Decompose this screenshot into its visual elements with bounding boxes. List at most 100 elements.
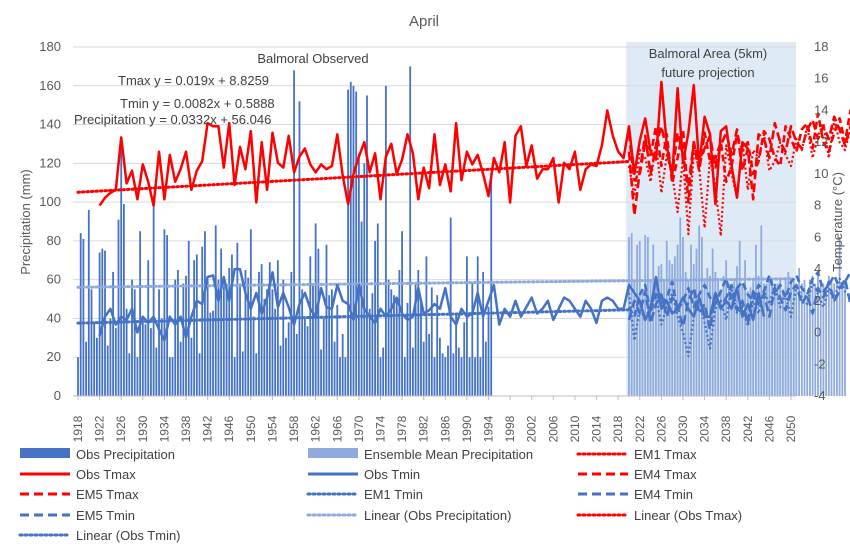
- obs-precipitation-bar: [82, 238, 85, 396]
- ensemble-precipitation-bar: [690, 244, 692, 396]
- ensemble-precipitation-bar: [795, 287, 798, 396]
- y-tick-label: 140: [39, 117, 61, 132]
- x-tick-label: 1954: [265, 415, 279, 442]
- obs-precipitation-bar: [476, 256, 479, 396]
- x-tick-label: 1922: [93, 415, 107, 442]
- obs-precipitation-bar: [363, 163, 366, 396]
- obs-precipitation-bar: [463, 322, 466, 396]
- obs-precipitation-bar: [174, 279, 177, 396]
- ensemble-precipitation-bar: [787, 271, 790, 396]
- legend-label: EM1 Tmax: [634, 447, 697, 462]
- y2-tick-label: 8: [814, 198, 821, 213]
- equation-tmax: Tmax y = 0.019x + 8.8259: [118, 73, 269, 88]
- obs-tmax-line: [98, 80, 749, 207]
- obs-precipitation-bar: [441, 353, 444, 396]
- ensemble-precipitation-bar: [763, 283, 765, 396]
- x-tick-label: 2010: [568, 415, 582, 442]
- obs-precipitation-bar: [436, 295, 439, 396]
- ensemble-precipitation-bar: [727, 283, 730, 396]
- obs-precipitation-bar: [260, 264, 263, 396]
- x-axis-ticks: 1918 1922 1926 1930 1934 1938 1942 1946 1950 1954…: [71, 396, 798, 442]
- ensemble-precipitation-bar: [836, 279, 838, 396]
- obs-precipitation-bar: [452, 353, 455, 396]
- ensemble-precipitation-bar: [660, 264, 663, 396]
- obs-precipitation-bar: [160, 318, 163, 396]
- ensemble-precipitation-bar: [790, 283, 792, 396]
- y-tick-label: 60: [47, 272, 61, 287]
- obs-precipitation-bar: [182, 283, 185, 396]
- obs-precipitation-bar: [393, 295, 395, 396]
- legend-label: EM4 Tmin: [634, 487, 693, 502]
- obs-precipitation-bar: [344, 357, 347, 396]
- ensemble-precipitation-bar: [765, 283, 768, 396]
- obs-precipitation-bar: [274, 308, 277, 396]
- x-tick-label: 2050: [784, 415, 798, 442]
- ensemble-precipitation-bar: [844, 279, 846, 396]
- obs-precipitation-bar: [447, 345, 449, 396]
- obs-precipitation-bar: [152, 196, 155, 396]
- obs-precipitation-bar: [98, 252, 101, 396]
- obs-precipitation-bar: [139, 231, 142, 396]
- obs-precipitation-bar: [241, 351, 244, 396]
- ensemble-precipitation-bar: [676, 244, 679, 396]
- ensemble-precipitation-bar: [719, 289, 722, 396]
- obs-precipitation-bar: [490, 173, 493, 396]
- legend-label: Linear (Obs Tmin): [76, 528, 181, 543]
- ensemble-precipitation-bar: [730, 291, 733, 396]
- ensemble-precipitation-bar: [814, 283, 817, 396]
- obs-precipitation-bar: [133, 289, 136, 396]
- obs-precipitation-bar: [403, 357, 406, 396]
- ensemble-precipitation-bar: [641, 289, 644, 396]
- x-tick-label: 2042: [741, 415, 755, 442]
- obs-precipitation-bar: [366, 95, 368, 396]
- obs-precipitation-bar: [268, 262, 271, 396]
- y2-tick-label: 0: [814, 325, 821, 340]
- y-tick-label: 20: [47, 349, 61, 364]
- obs-precipitation-bar: [374, 240, 376, 396]
- obs-precipitation-bar: [449, 217, 452, 396]
- x-tick-label: 1986: [438, 415, 452, 442]
- obs-precipitation-bar: [120, 145, 123, 396]
- ensemble-precipitation-bar: [825, 287, 828, 396]
- ensemble-precipitation-bar: [827, 275, 830, 396]
- obs-precipitation-bar: [471, 283, 474, 396]
- obs-precipitation-bar: [271, 289, 274, 396]
- obs-precipitation-bar: [382, 347, 385, 396]
- ensemble-precipitation-bar: [746, 291, 749, 396]
- obs-precipitation-bar: [425, 256, 428, 396]
- obs-precipitation-bar: [314, 223, 317, 396]
- obs-precipitation-bar: [222, 281, 225, 396]
- obs-precipitation-bar: [247, 277, 250, 396]
- equation-tmin: Tmin y = 0.0082x + 0.5888: [120, 96, 275, 111]
- x-tick-label: 1974: [373, 415, 387, 442]
- obs-precipitation-bar: [420, 302, 422, 396]
- x-tick-label: 1958: [287, 415, 301, 442]
- obs-precipitation-bar: [252, 316, 255, 396]
- ensemble-precipitation-bar: [768, 279, 771, 396]
- obs-precipitation-bar: [195, 254, 198, 396]
- obs-precipitation-bar: [487, 306, 490, 396]
- ensemble-precipitation-bar: [800, 283, 803, 396]
- obs-precipitation-bar: [360, 221, 363, 396]
- obs-precipitation-bar: [390, 289, 393, 396]
- obs-precipitation-bar: [106, 345, 109, 396]
- y2-tick-label: 4: [814, 261, 821, 276]
- legend-swatch: [308, 448, 358, 458]
- x-tick-label: 1990: [460, 415, 474, 442]
- obs-precipitation-bar: [298, 101, 301, 397]
- x-tick-label: 2006: [546, 415, 560, 442]
- obs-precipitation-bar: [255, 353, 258, 396]
- ensemble-precipitation-bar: [733, 279, 736, 396]
- ensemble-precipitation-bar: [822, 283, 825, 396]
- obs-precipitation-bar: [263, 299, 266, 396]
- obs-precipitation-bar: [276, 260, 279, 396]
- ensemble-precipitation-bar: [736, 266, 738, 396]
- x-tick-label: 1978: [395, 415, 409, 442]
- obs-precipitation-bar: [352, 85, 355, 397]
- obs-precipitation-bar: [96, 337, 98, 396]
- obs-precipitation-bar: [279, 345, 282, 396]
- obs-precipitation-bar: [117, 219, 120, 396]
- y2-tick-label: 2: [814, 293, 821, 308]
- legend-label: Obs Tmax: [76, 467, 136, 482]
- ensemble-precipitation-bar: [709, 275, 711, 396]
